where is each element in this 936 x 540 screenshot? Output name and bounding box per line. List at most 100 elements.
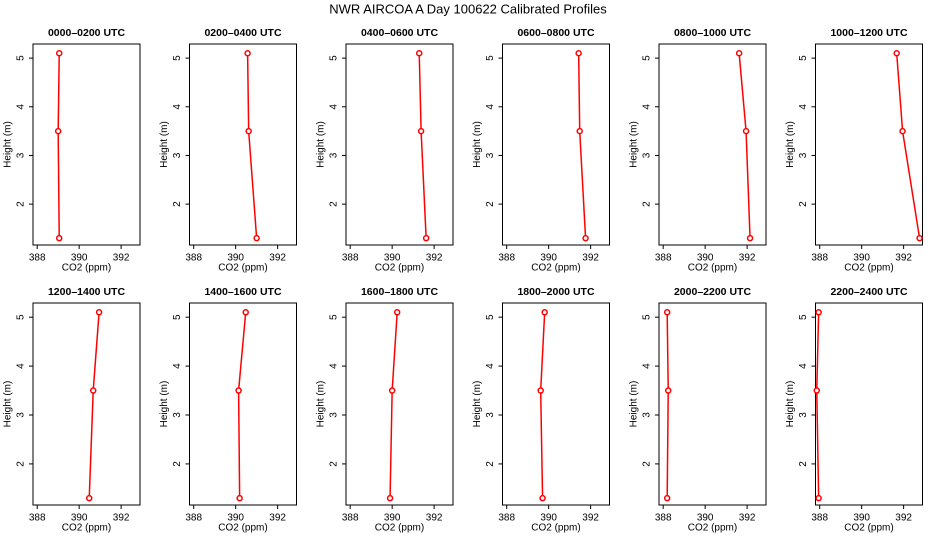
data-point (916, 234, 923, 242)
x-tick-label: 392 (582, 513, 599, 524)
data-point (393, 309, 401, 316)
y-axis-label: Height (m) (785, 121, 796, 168)
y-tick-label: 5 (642, 55, 653, 61)
y-tick-label: 4 (16, 104, 27, 110)
data-point (663, 309, 671, 316)
x-axis-label: CO2 (ppm) (531, 263, 580, 274)
plot-box (189, 43, 297, 246)
x-axis-label: CO2 (ppm) (844, 523, 893, 534)
x-tick-label: 392 (426, 513, 443, 524)
y-tick-label: 5 (329, 55, 340, 61)
x-tick-label: 388 (185, 253, 202, 264)
profile-line (666, 312, 669, 499)
x-axis-label: CO2 (ppm) (62, 523, 111, 534)
y-tick-label: 3 (798, 412, 809, 418)
data-point (813, 387, 821, 394)
y-tick-label: 2 (172, 461, 183, 467)
data-point (582, 234, 589, 242)
data-point (85, 494, 93, 502)
x-tick-label: 392 (895, 253, 912, 264)
y-axis-label: Height (m) (316, 381, 327, 428)
x-axis-label: CO2 (ppm) (218, 263, 267, 274)
y-tick-label: 4 (798, 363, 809, 369)
x-tick-label: 390 (853, 513, 870, 524)
y-tick-label: 5 (485, 55, 496, 61)
x-tick-label: 390 (384, 513, 401, 524)
x-axis-label: CO2 (ppm) (844, 263, 893, 274)
panel-title: 0000–0200 UTC (48, 27, 125, 39)
y-tick-label: 5 (485, 314, 496, 320)
panel-title: 1600–1800 UTC (361, 286, 438, 298)
plot-box (189, 302, 297, 506)
data-point (899, 127, 906, 135)
data-point (893, 49, 900, 57)
panel-title: 0400–0600 UTC (361, 27, 438, 39)
y-tick-label: 3 (329, 412, 340, 418)
x-tick-label: 390 (540, 513, 557, 524)
data-point (576, 127, 583, 135)
y-tick-label: 2 (798, 201, 809, 207)
x-tick-label: 392 (269, 513, 286, 524)
x-tick-label: 388 (342, 513, 359, 524)
x-tick-label: 390 (384, 253, 401, 264)
y-tick-label: 5 (172, 314, 183, 320)
y-tick-label: 2 (798, 461, 809, 467)
y-tick-label: 3 (642, 412, 653, 418)
y-tick-label: 2 (16, 201, 27, 207)
plot-box (502, 302, 610, 506)
x-tick-label: 390 (697, 513, 714, 524)
data-point (244, 49, 251, 57)
y-tick-label: 2 (16, 461, 27, 467)
panel-title: 0800–1000 UTC (674, 27, 751, 39)
x-tick-label: 390 (853, 253, 870, 264)
y-tick-label: 3 (329, 152, 340, 158)
panel-title: 2000–2200 UTC (674, 286, 751, 298)
x-tick-label: 390 (227, 253, 244, 264)
x-tick-label: 392 (113, 253, 130, 264)
data-point (235, 387, 242, 394)
y-tick-label: 2 (329, 201, 340, 207)
data-point (55, 49, 63, 57)
x-tick-label: 388 (498, 513, 515, 524)
y-tick-label: 5 (798, 314, 809, 320)
x-tick-label: 388 (811, 253, 828, 264)
x-tick-label: 390 (71, 253, 88, 264)
y-axis-label: Height (m) (629, 381, 640, 428)
y-axis-label: Height (m) (785, 381, 796, 428)
data-point (664, 387, 672, 394)
y-axis-label: Height (m) (472, 121, 483, 168)
x-tick-label: 392 (269, 253, 286, 264)
y-tick-label: 5 (16, 314, 27, 320)
y-tick-label: 4 (485, 104, 496, 110)
y-tick-label: 3 (172, 412, 183, 418)
panel-title: 0600–0800 UTC (517, 27, 594, 39)
y-tick-label: 3 (16, 412, 27, 418)
y-tick-label: 5 (172, 55, 183, 61)
y-tick-label: 4 (642, 104, 653, 110)
data-point (95, 309, 103, 316)
data-point (245, 127, 252, 135)
y-tick-label: 3 (485, 152, 496, 158)
data-point (539, 494, 546, 502)
panel-title: 1000–1200 UTC (830, 27, 907, 39)
y-tick-label: 4 (16, 363, 27, 369)
page-title: NWR AIRCOA A Day 100622 Calibrated Profi… (329, 1, 607, 16)
plot-box (815, 302, 923, 506)
x-tick-label: 388 (185, 513, 202, 524)
data-point (422, 234, 430, 242)
data-point (742, 127, 750, 135)
x-tick-label: 390 (227, 513, 244, 524)
plot-box (345, 43, 454, 246)
x-axis-label: CO2 (ppm) (688, 523, 737, 534)
y-tick-label: 2 (642, 461, 653, 467)
x-tick-label: 392 (739, 253, 756, 264)
data-point (746, 234, 754, 242)
x-axis-label: CO2 (ppm) (688, 263, 737, 274)
x-tick-label: 390 (540, 253, 557, 264)
data-point (54, 127, 62, 135)
y-tick-label: 4 (172, 363, 183, 369)
y-tick-label: 2 (172, 201, 183, 207)
data-point (541, 309, 548, 316)
